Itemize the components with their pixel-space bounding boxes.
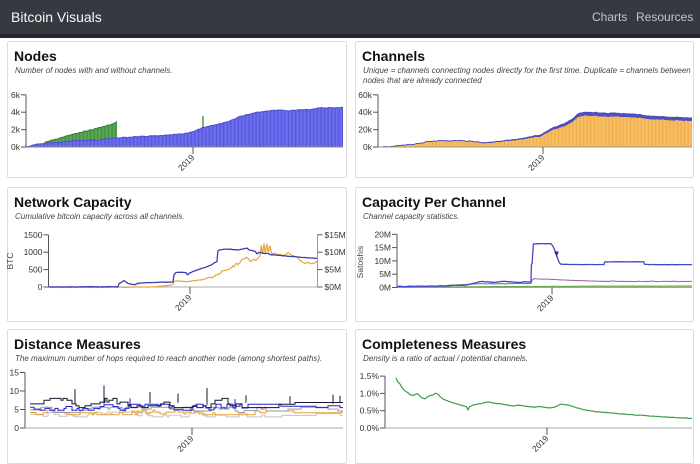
svg-text:20M: 20M xyxy=(374,229,391,239)
svg-text:2k: 2k xyxy=(11,125,21,135)
svg-text:1.5%: 1.5% xyxy=(360,371,380,381)
svg-text:$15M: $15M xyxy=(325,230,346,240)
svg-text:0M: 0M xyxy=(379,283,391,293)
svg-text:2019: 2019 xyxy=(526,152,547,173)
svg-text:20k: 20k xyxy=(358,125,372,135)
svg-text:0: 0 xyxy=(14,423,19,433)
svg-text:0k: 0k xyxy=(11,142,21,152)
svg-text:0.0%: 0.0% xyxy=(360,423,380,433)
svg-text:0k: 0k xyxy=(363,142,373,152)
svg-text:5M: 5M xyxy=(379,269,391,279)
svg-text:500: 500 xyxy=(28,265,42,275)
svg-text:0.5%: 0.5% xyxy=(360,406,380,416)
svg-text:2019: 2019 xyxy=(175,433,196,454)
svg-text:Satoshis: Satoshis xyxy=(355,246,365,279)
svg-text:2019: 2019 xyxy=(173,292,194,313)
svg-text:6k: 6k xyxy=(11,90,21,100)
svg-text:2019: 2019 xyxy=(530,433,551,454)
svg-text:2019: 2019 xyxy=(535,293,556,314)
svg-text:10M: 10M xyxy=(374,256,391,266)
svg-text:$0M: $0M xyxy=(325,282,342,292)
svg-text:15M: 15M xyxy=(374,243,391,253)
svg-text:2019: 2019 xyxy=(176,152,197,173)
svg-text:10: 10 xyxy=(10,386,20,396)
svg-text:BTC: BTC xyxy=(5,253,15,270)
svg-text:15: 15 xyxy=(10,368,20,378)
svg-text:0: 0 xyxy=(38,282,43,292)
svg-text:4k: 4k xyxy=(11,107,21,117)
svg-text:60k: 60k xyxy=(358,90,372,100)
svg-text:40k: 40k xyxy=(358,107,372,117)
svg-text:5: 5 xyxy=(14,405,19,415)
svg-text:$10M: $10M xyxy=(325,247,346,257)
svg-text:1000: 1000 xyxy=(24,247,43,257)
svg-text:1.0%: 1.0% xyxy=(360,388,380,398)
svg-text:$5M: $5M xyxy=(325,265,342,275)
svg-text:1500: 1500 xyxy=(24,230,43,240)
